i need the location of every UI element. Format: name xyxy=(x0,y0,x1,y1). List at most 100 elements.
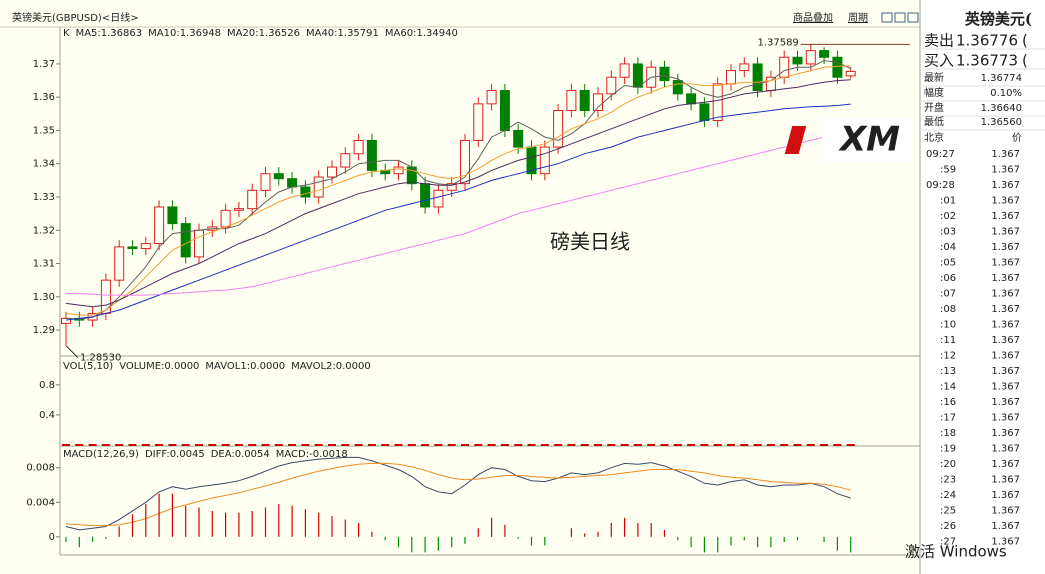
ma-line xyxy=(65,79,851,308)
tick-time: :26 xyxy=(940,521,956,532)
y-tick-label: 1.32 xyxy=(33,225,55,236)
tick-time: :01 xyxy=(940,196,956,207)
candle-body xyxy=(340,153,351,168)
y-tick-label: 0.4 xyxy=(39,410,55,421)
candle-body xyxy=(420,183,431,208)
candle-body xyxy=(486,90,497,105)
volume-bar xyxy=(381,444,390,446)
legend-entry: MA60:1.34940 xyxy=(385,28,458,39)
toolbar-icon[interactable] xyxy=(907,12,919,23)
tick-price: 1.367 xyxy=(991,413,1020,424)
candle-body xyxy=(127,246,138,250)
volume-bar xyxy=(314,444,323,446)
candle-body xyxy=(460,139,470,185)
period-link[interactable]: 周期 xyxy=(848,12,868,24)
tick-price: 1.367 xyxy=(991,351,1020,362)
candle-body xyxy=(686,93,697,105)
tick-price: 1.367 xyxy=(991,506,1020,517)
annotation-label: 1.28530 xyxy=(80,353,121,364)
tick-time: :04 xyxy=(940,242,956,253)
candle-body xyxy=(792,56,803,65)
tick-time: :03 xyxy=(940,227,956,238)
quote-value: 1.36773 xyxy=(956,52,1018,70)
quote-label: 买入 xyxy=(924,52,954,70)
tick-time: 09:28 xyxy=(926,180,955,191)
tick-time: :08 xyxy=(940,304,956,315)
candle-body xyxy=(566,90,577,111)
toolbar-icon[interactable] xyxy=(894,12,906,23)
quote-label: 卖出 xyxy=(924,32,954,50)
candle-body xyxy=(845,70,856,77)
candle-body xyxy=(513,129,524,148)
candle-body xyxy=(553,109,564,148)
candle-body xyxy=(726,70,736,85)
y-tick-label: 1.30 xyxy=(33,292,55,303)
volume-bar xyxy=(633,444,642,446)
volume-bar xyxy=(780,444,789,446)
tick-time: :18 xyxy=(940,428,956,439)
volume-bar xyxy=(753,444,762,446)
volume-bar xyxy=(407,444,416,446)
volume-bar xyxy=(447,444,456,446)
overlay-link[interactable]: 商品叠加 xyxy=(793,11,833,24)
volume-bar xyxy=(234,444,243,446)
quote-value: 1.36640 xyxy=(981,103,1022,114)
quote-suffix: ( xyxy=(1022,32,1028,50)
candle-body xyxy=(446,183,457,191)
tick-price: 1.367 xyxy=(991,335,1020,346)
volume-bar xyxy=(195,444,203,446)
candle-body xyxy=(672,80,683,95)
volume-bar xyxy=(766,444,775,446)
candle-body xyxy=(805,50,816,65)
tick-time: :11 xyxy=(940,335,956,346)
volume-bar xyxy=(740,444,749,446)
volume-bar xyxy=(713,444,722,446)
tick-price: 1.367 xyxy=(991,444,1020,455)
volume-bar xyxy=(673,444,682,446)
candle-body xyxy=(659,66,670,82)
volume-bar xyxy=(487,444,496,446)
volume-bar xyxy=(288,444,297,446)
tick-time: :14 xyxy=(940,382,956,393)
tick-price: 1.367 xyxy=(991,211,1020,222)
tick-time: :25 xyxy=(940,506,956,517)
volume-bar xyxy=(554,444,563,446)
chart-background xyxy=(0,0,920,574)
volume-bar xyxy=(141,444,150,446)
tick-price: 1.367 xyxy=(991,475,1020,486)
volume-bar xyxy=(607,444,616,446)
os-watermark: 激活 Windows xyxy=(905,543,1007,561)
candle-body xyxy=(327,166,337,178)
quote-value: 1.36776 xyxy=(956,32,1018,50)
candle-body xyxy=(499,90,510,131)
xm-logo: XM xyxy=(784,118,912,162)
volume-bar xyxy=(567,444,576,446)
candle-body xyxy=(247,189,258,210)
candle-body xyxy=(313,176,324,198)
tick-time: :12 xyxy=(940,351,956,362)
tick-time: 09:27 xyxy=(926,149,955,160)
volume-bar xyxy=(620,444,629,446)
tick-time: :59 xyxy=(940,165,956,176)
legend-entry: DIFF:0.0045 xyxy=(145,449,205,460)
volume-bar xyxy=(514,444,523,446)
volume-bar xyxy=(168,444,177,446)
window-title: 英镑美元(GBPUSD)<日线> xyxy=(12,11,139,24)
volume-bar xyxy=(461,444,469,446)
tick-time: :02 xyxy=(940,211,956,222)
tick-time: :05 xyxy=(940,258,956,269)
toolbar-icon[interactable] xyxy=(881,12,893,23)
y-tick-label: 1.29 xyxy=(33,325,55,336)
logo-box xyxy=(822,118,912,162)
tick-price: 1.367 xyxy=(991,165,1020,176)
tick-time: :20 xyxy=(940,459,956,470)
tick-price: 1.367 xyxy=(991,366,1020,377)
ma-line xyxy=(66,132,851,296)
volume-bar xyxy=(500,444,509,446)
tick-time: :19 xyxy=(940,444,956,455)
y-tick-label: 0 xyxy=(49,532,55,543)
tick-price: 1.367 xyxy=(991,428,1020,439)
candle-body xyxy=(539,146,550,175)
volume-bar xyxy=(115,444,124,446)
volume-bar xyxy=(128,444,137,446)
